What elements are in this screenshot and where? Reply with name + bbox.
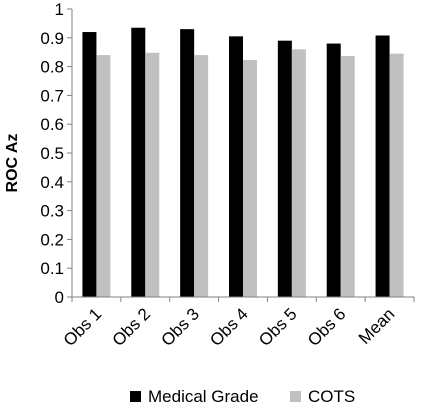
bars <box>82 27 404 298</box>
bar-medical-grade-obs-2 <box>131 27 146 297</box>
x-tick-label: Obs 3 <box>157 304 203 350</box>
y-tick-label: 0.7 <box>40 86 64 105</box>
y-tick-label: 0.4 <box>40 173 64 192</box>
y-tick-label: 0.8 <box>40 58 64 77</box>
x-tick-label: Obs 6 <box>304 304 350 350</box>
bar-cots-obs-2 <box>145 52 160 297</box>
legend-swatch-cots <box>290 391 301 402</box>
y-tick-label: 1 <box>55 0 64 19</box>
legend: Medical Grade COTS <box>130 387 355 406</box>
legend-label: Medical Grade <box>148 387 259 406</box>
y-tick-label: 0.5 <box>40 144 64 163</box>
x-tick-label: Obs 2 <box>109 304 155 350</box>
bar-medical-grade-obs-6 <box>326 43 341 298</box>
bar-cots-obs-6 <box>340 55 355 297</box>
y-tick-label: 0.1 <box>40 259 64 278</box>
x-tick-label: Mean <box>355 304 399 348</box>
y-tick-label: 0 <box>55 288 64 307</box>
y-tick-label: 0.6 <box>40 115 64 134</box>
x-tick-label: Obs 4 <box>206 304 252 350</box>
y-axis-title: ROC Az <box>4 134 21 193</box>
bar-cots-obs-1 <box>96 55 111 297</box>
bar-cots-obs-5 <box>291 49 306 297</box>
bar-medical-grade-obs-5 <box>277 40 292 298</box>
y-tick-label: 0.3 <box>40 202 64 221</box>
x-tick-label: Obs 1 <box>60 304 106 350</box>
x-axis: Obs 1 Obs 2 Obs 3 Obs 4 Obs 5 Obs 6 Mean <box>60 296 415 350</box>
y-axis: 0 0.1 0.2 0.3 0.4 0.5 0.6 0.7 0.8 0.9 1 <box>40 0 73 307</box>
legend-swatch-medical-grade <box>130 391 141 402</box>
bar-medical-grade-obs-3 <box>180 29 195 297</box>
legend-label: COTS <box>308 387 355 406</box>
y-tick-label: 0.2 <box>40 230 64 249</box>
y-tick-label: 0.9 <box>40 29 64 48</box>
bar-cots-obs-3 <box>194 55 209 297</box>
bar-cots-mean <box>389 53 404 297</box>
x-tick-label: Obs 5 <box>255 304 301 350</box>
bar-cots-obs-4 <box>243 59 257 298</box>
bar-medical-grade-mean <box>375 35 390 297</box>
bar-medical-grade-obs-4 <box>229 36 243 298</box>
bar-medical-grade-obs-1 <box>82 32 97 297</box>
